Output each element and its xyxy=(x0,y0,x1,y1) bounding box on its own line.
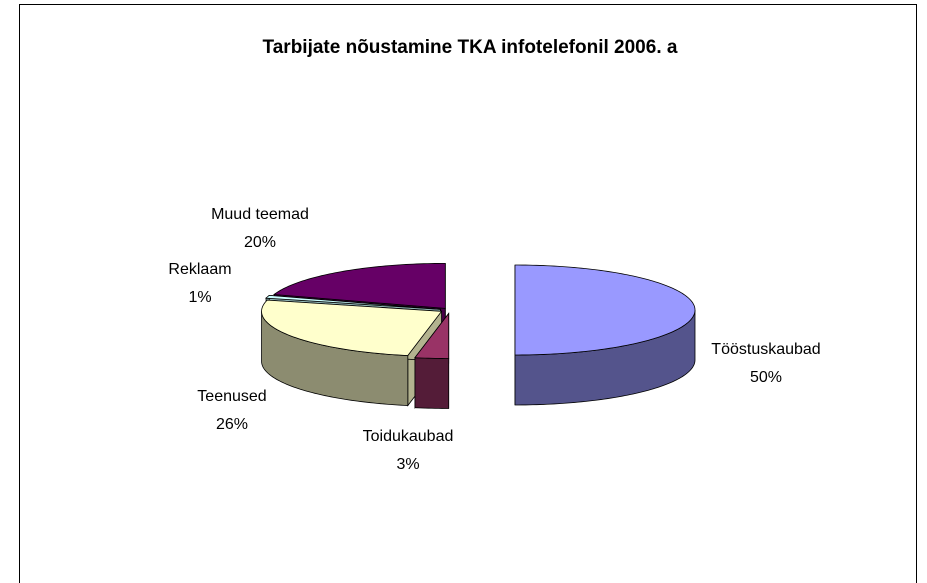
slice-label: Toidukaubad xyxy=(363,428,454,445)
slice-label: Teenused xyxy=(197,388,266,405)
slice-side xyxy=(414,357,450,409)
slice-value-label: 50% xyxy=(750,369,782,386)
slice xyxy=(261,299,443,356)
slice-label: Muud teemad xyxy=(211,206,309,223)
chart-frame xyxy=(19,4,917,583)
slice xyxy=(273,262,446,309)
slice-label: Reklaam xyxy=(168,261,231,278)
slice-value-label: 20% xyxy=(244,234,276,251)
slice xyxy=(265,294,441,310)
slice xyxy=(414,312,450,359)
slice-value-label: 1% xyxy=(188,289,211,306)
slice xyxy=(514,264,696,356)
slice-value-label: 3% xyxy=(396,456,419,473)
slice-label: Tööstuskaubad xyxy=(711,341,820,358)
chart-title: Tarbijate nõustamine TKA infotelefonil 2… xyxy=(263,37,678,58)
slice-value-label: 26% xyxy=(216,416,248,433)
